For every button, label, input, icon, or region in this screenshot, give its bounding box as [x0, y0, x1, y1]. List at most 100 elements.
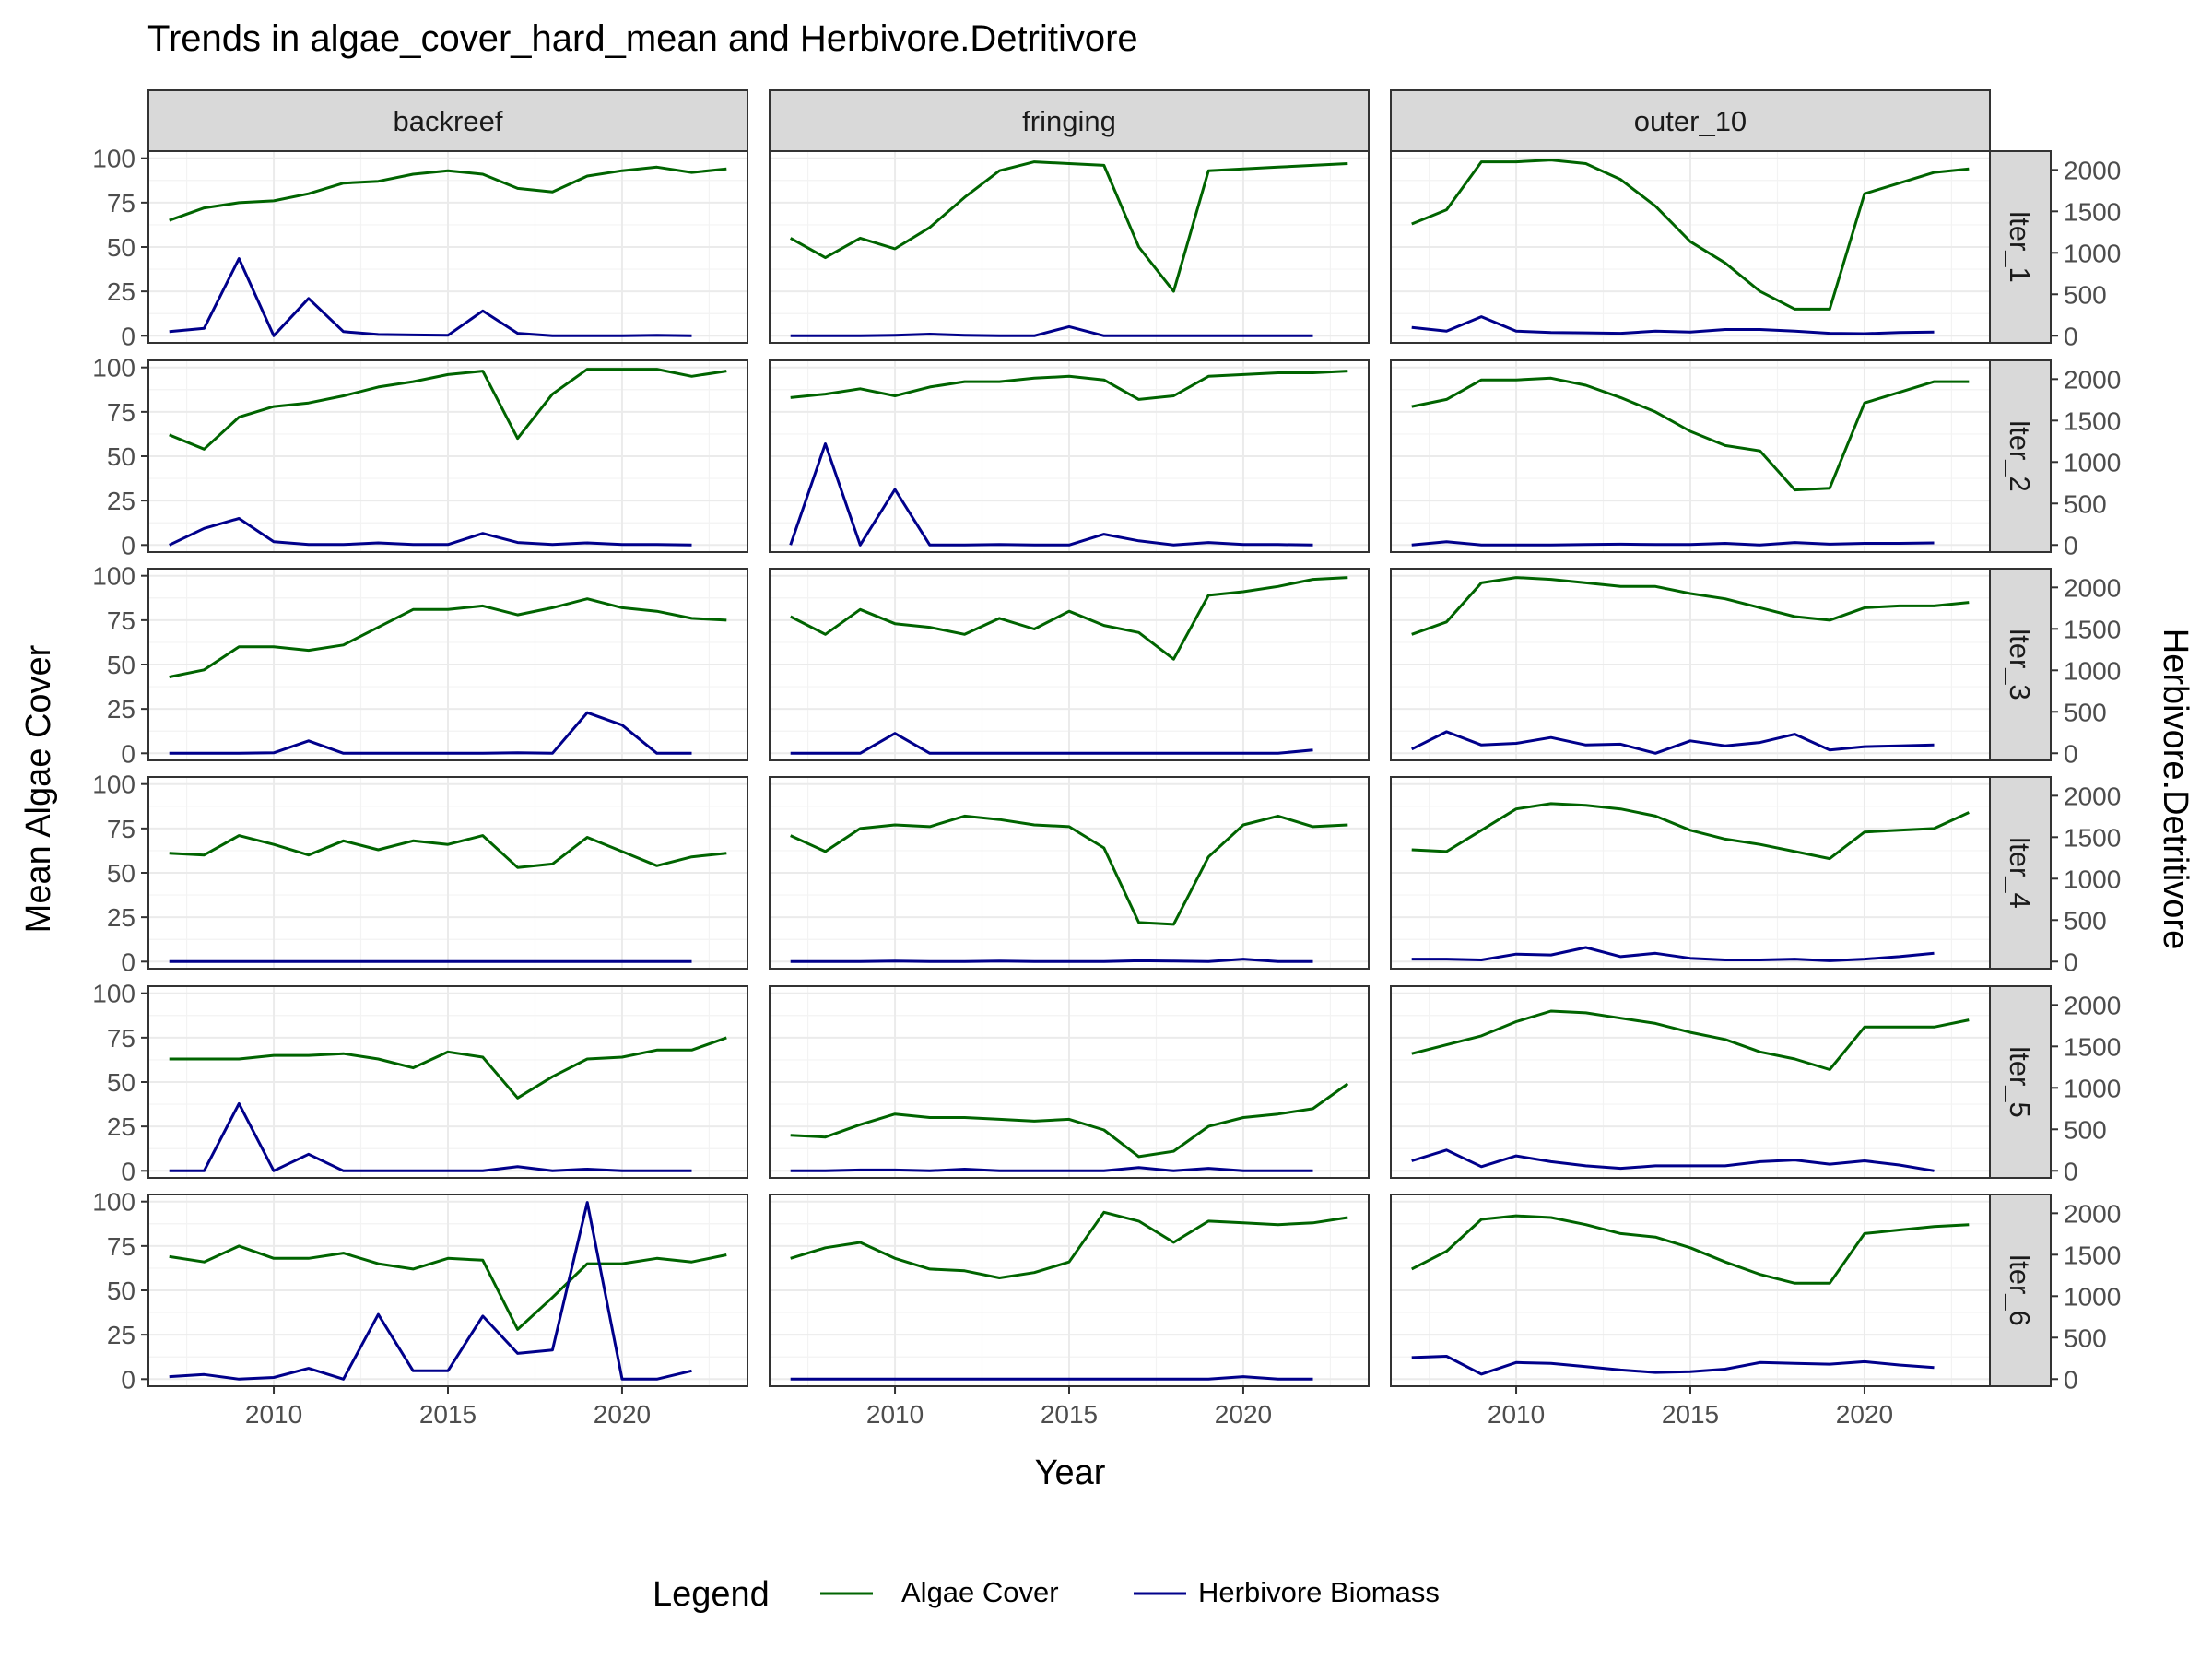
- series-line-herbivore-biomass: [169, 1201, 692, 1381]
- x-axis-tick-label: 2015: [419, 1400, 477, 1429]
- y-axis-tick-label: 50: [107, 651, 135, 679]
- facet-panel: 0 25 50 75 100: [92, 562, 748, 768]
- y-axis-tick-label: 75: [107, 1232, 135, 1261]
- legend-label-algae: Algae Cover: [901, 1576, 1059, 1608]
- row-strip-label: lter_6: [2004, 1254, 2036, 1326]
- row-strip: lter_2: [1989, 359, 2052, 553]
- y-axis-tick-label: 0: [121, 1157, 135, 1185]
- series-line-algae-cover: [169, 597, 727, 678]
- series-line-herbivore-biomass: [790, 1166, 1313, 1172]
- y-axis-tick-label: 50: [107, 442, 135, 471]
- series-line-herbivore-biomass: [169, 257, 692, 337]
- y-axis-tick-label: 100: [92, 980, 135, 1008]
- facet-panel: [769, 985, 1370, 1179]
- facet-panel: 0 25 50 75 100 2010 2015 2020: [92, 1188, 748, 1429]
- facet-panel: 0 25 50 75 100: [92, 145, 748, 350]
- y-axis-tick-label: 75: [107, 606, 135, 635]
- row-strip-box: [1989, 150, 2052, 344]
- y-axis-label-right: Herbivore.Detritivore: [2156, 629, 2194, 949]
- series-line-algae-cover: [1411, 159, 1970, 311]
- x-axis-tick-label: 2020: [594, 1400, 651, 1429]
- y-right-axis-tick-label: 500: [2064, 1324, 2107, 1352]
- y-right-axis-tick-label: 500: [2064, 906, 2107, 935]
- column-strip: fringing: [769, 89, 1370, 152]
- panel-border: [769, 985, 1370, 1179]
- column-strip-label: fringing: [1022, 105, 1116, 137]
- series-line-algae-cover: [790, 576, 1348, 661]
- facet-panel: 0 500 1000 1500 2000: [1390, 776, 2121, 976]
- series-line-herbivore-biomass: [790, 732, 1313, 755]
- series-line-algae-cover: [169, 834, 727, 869]
- y-right-axis-tick-label: 0: [2064, 739, 2078, 768]
- series-line-herbivore-biomass: [1411, 1148, 1935, 1172]
- facet-panel: 0 500 1000 1500 2000: [1390, 985, 2121, 1185]
- chart-title: Trends in algae_cover_hard_mean and Herb…: [147, 18, 1138, 59]
- row-strip-box: [1989, 359, 2052, 553]
- series-line-herbivore-biomass: [1411, 946, 1935, 962]
- y-axis-tick-label: 0: [121, 531, 135, 559]
- y-axis-tick-label: 25: [107, 1321, 135, 1349]
- x-axis-tick-label: 2010: [245, 1400, 302, 1429]
- y-right-axis-tick-label: 2000: [2064, 573, 2121, 602]
- y-axis-tick-label: 25: [107, 277, 135, 306]
- series-line-herbivore-biomass: [789, 442, 1313, 547]
- x-axis-tick-label: 2020: [1836, 1400, 1893, 1429]
- y-right-axis-tick-label: 1500: [2064, 615, 2121, 643]
- row-strip-label: lter_3: [2004, 629, 2036, 700]
- x-axis-tick-label: 2010: [866, 1400, 924, 1429]
- y-axis-tick-label: 25: [107, 903, 135, 932]
- y-axis-tick-label: 0: [121, 947, 135, 976]
- y-right-axis-tick-label: 1500: [2064, 823, 2121, 852]
- x-axis-tick-label: 2015: [1041, 1400, 1098, 1429]
- column-strip: outer_10: [1390, 89, 1991, 152]
- series-line-algae-cover: [789, 160, 1348, 293]
- y-axis-tick-label: 50: [107, 859, 135, 888]
- series-line-herbivore-biomass: [790, 958, 1313, 963]
- y-right-axis-tick-label: 2000: [2064, 782, 2121, 810]
- series-line-herbivore-biomass: [169, 517, 692, 547]
- facet-panel: 0 25 50 75 100: [92, 771, 748, 976]
- y-axis-tick-label: 0: [121, 322, 135, 350]
- y-axis-tick-label: 50: [107, 1277, 135, 1305]
- facet-panel: 2010 2015 2020: [769, 1194, 1370, 1429]
- y-right-axis-tick-label: 1000: [2064, 239, 2121, 267]
- panel-border: [1390, 568, 1991, 761]
- series-line-algae-cover: [169, 1244, 727, 1331]
- series-line-herbivore-biomass: [1411, 730, 1935, 755]
- y-right-axis-tick-label: 0: [2064, 322, 2078, 350]
- series-line-algae-cover: [169, 368, 727, 451]
- facet-panel: [769, 776, 1370, 970]
- facet-panel: 0 500 1000 1500 2000: [1390, 359, 2121, 559]
- y-axis-tick-label: 25: [107, 695, 135, 724]
- y-axis-tick-label: 100: [92, 771, 135, 799]
- y-axis-tick-label: 75: [107, 1024, 135, 1053]
- x-axis-tick-label: 2020: [1215, 1400, 1272, 1429]
- series-line-herbivore-biomass: [1411, 1355, 1935, 1376]
- panel-border: [769, 568, 1370, 761]
- legend-title: Legend: [653, 1575, 770, 1614]
- facet-panel: [769, 568, 1370, 761]
- y-axis-tick-label: 100: [92, 562, 135, 591]
- series-line-algae-cover: [790, 370, 1348, 401]
- y-axis-tick-label: 100: [92, 354, 135, 382]
- y-right-axis-tick-label: 1500: [2064, 1032, 2121, 1061]
- column-strip-box: [1390, 89, 1991, 152]
- facet-panel: 0 25 50 75 100: [92, 354, 748, 559]
- column-strip-label: backreef: [394, 105, 503, 137]
- row-strip: lter_3: [1989, 568, 2052, 761]
- y-axis-tick-label: 25: [107, 487, 135, 515]
- x-axis-label: Year: [1035, 1453, 1106, 1492]
- series-line-algae-cover: [169, 165, 727, 222]
- y-right-axis-tick-label: 1000: [2064, 1282, 2121, 1311]
- panel-border: [769, 776, 1370, 970]
- row-strip-label: lter_4: [2004, 837, 2036, 909]
- y-right-axis-tick-label: 2000: [2064, 1199, 2121, 1228]
- y-right-axis-tick-label: 2000: [2064, 365, 2121, 394]
- facet-panel: 0 500 1000 1500 2000: [1390, 568, 2121, 768]
- facet-grid: backreef fringing outer_10 lter_1 lter_2lter…: [92, 89, 2121, 1429]
- y-axis-tick-label: 50: [107, 233, 135, 262]
- y-axis-label: Mean Algae Cover: [19, 644, 58, 933]
- column-strip-box: [769, 89, 1370, 152]
- y-right-axis-tick-label: 500: [2064, 280, 2107, 309]
